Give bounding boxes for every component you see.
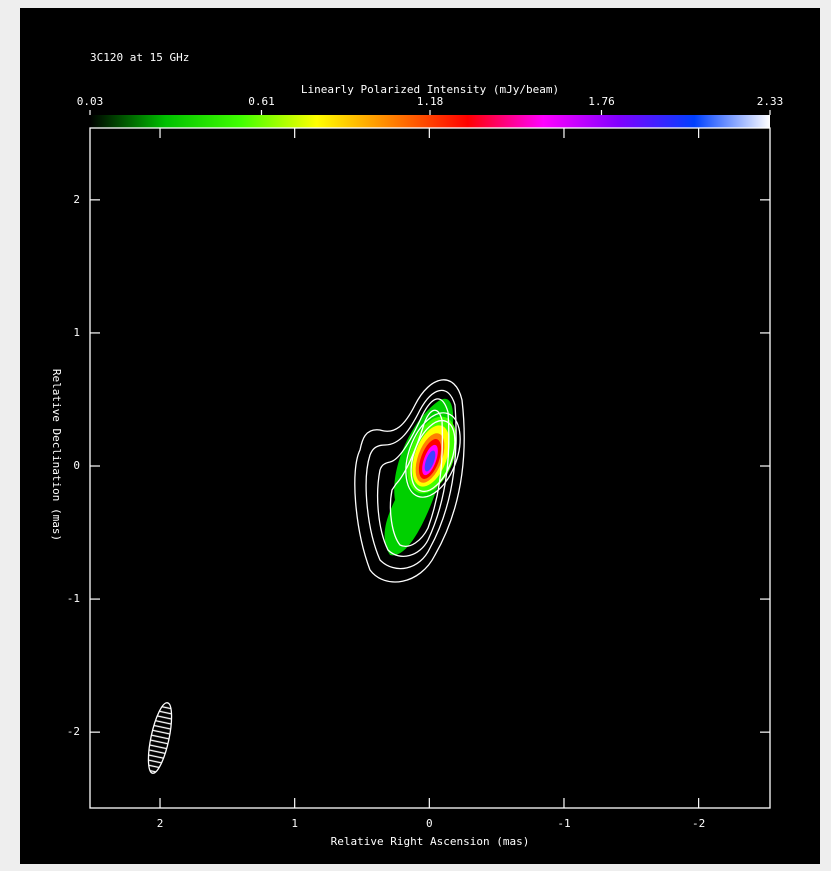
x-tick-label: 1: [291, 817, 298, 830]
chart-title: 3C120 at 15 GHz: [90, 51, 189, 64]
colorbar-tick-label: 2.33: [757, 95, 784, 108]
y-tick-label: -1: [67, 592, 80, 605]
colorbar-tick-label: 0.61: [248, 95, 275, 108]
colorbar-tick-label: 1.18: [417, 95, 444, 108]
colorbar-tick-label: 0.03: [77, 95, 104, 108]
colorbar-tick-label: 1.76: [588, 95, 615, 108]
x-axis-label: Relative Right Ascension (mas): [331, 835, 530, 848]
x-tick-label: -1: [557, 817, 570, 830]
x-tick-label: 0: [426, 817, 433, 830]
x-tick-label: 2: [157, 817, 164, 830]
x-tick-label: -2: [692, 817, 705, 830]
y-tick-label: 0: [73, 459, 80, 472]
y-axis-label: Relative Declination (mas): [50, 369, 63, 541]
colorbar: [90, 115, 770, 128]
page: 3C120 at 15 GHz Linearly Polarized Inten…: [0, 0, 831, 871]
y-tick-label: -2: [67, 725, 80, 738]
y-tick-label: 2: [73, 193, 80, 206]
y-tick-label: 1: [73, 326, 80, 339]
